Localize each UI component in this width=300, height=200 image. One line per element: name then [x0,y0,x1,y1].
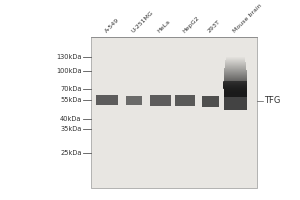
Bar [224,77,247,78]
Bar [225,61,245,62]
Text: 25kDa: 25kDa [60,150,82,156]
Bar [225,64,246,65]
Bar [224,74,247,75]
Bar [224,87,247,89]
Bar [150,95,171,106]
Bar [224,85,247,87]
Bar [224,70,247,71]
Text: A-549: A-549 [104,17,120,34]
Bar [224,83,247,85]
Bar [224,94,247,96]
Bar [224,81,247,82]
Bar [224,67,246,68]
Text: TFG: TFG [264,96,281,105]
Bar [226,58,245,59]
Bar [224,80,247,81]
Text: HepG2: HepG2 [182,15,201,34]
Bar [96,95,118,105]
Bar [224,75,247,76]
Text: 100kDa: 100kDa [56,68,82,74]
Bar [225,60,245,61]
Text: HeLa: HeLa [157,19,172,34]
Bar [225,66,246,67]
Bar [224,73,247,74]
Bar [226,57,245,58]
Bar [224,72,247,73]
Bar [224,68,246,69]
Text: Mouse brain: Mouse brain [232,3,263,34]
Text: 293T: 293T [207,19,222,34]
Bar [226,59,245,60]
Text: 130kDa: 130kDa [56,54,82,60]
Text: 35kDa: 35kDa [60,126,82,132]
Bar [224,69,246,70]
Bar [202,96,219,107]
Bar [224,90,247,92]
Bar [225,65,246,66]
Bar [224,84,247,86]
Bar [224,76,247,77]
Bar [224,86,247,88]
Bar [224,78,247,79]
Bar [224,97,247,110]
Bar [224,93,247,95]
Bar [224,79,247,80]
Bar [224,81,247,83]
Text: 40kDa: 40kDa [60,116,82,122]
Bar [224,71,247,72]
Text: U-251MG: U-251MG [130,10,154,34]
Bar [224,82,247,84]
Bar [224,88,247,90]
Bar [224,95,247,97]
Bar [176,95,195,106]
Bar [125,96,142,105]
Bar [225,63,246,64]
Bar [224,91,247,93]
Bar [225,62,246,63]
Bar [224,92,247,94]
Text: 55kDa: 55kDa [60,97,82,103]
Bar [224,89,247,91]
Text: 70kDa: 70kDa [60,86,82,92]
